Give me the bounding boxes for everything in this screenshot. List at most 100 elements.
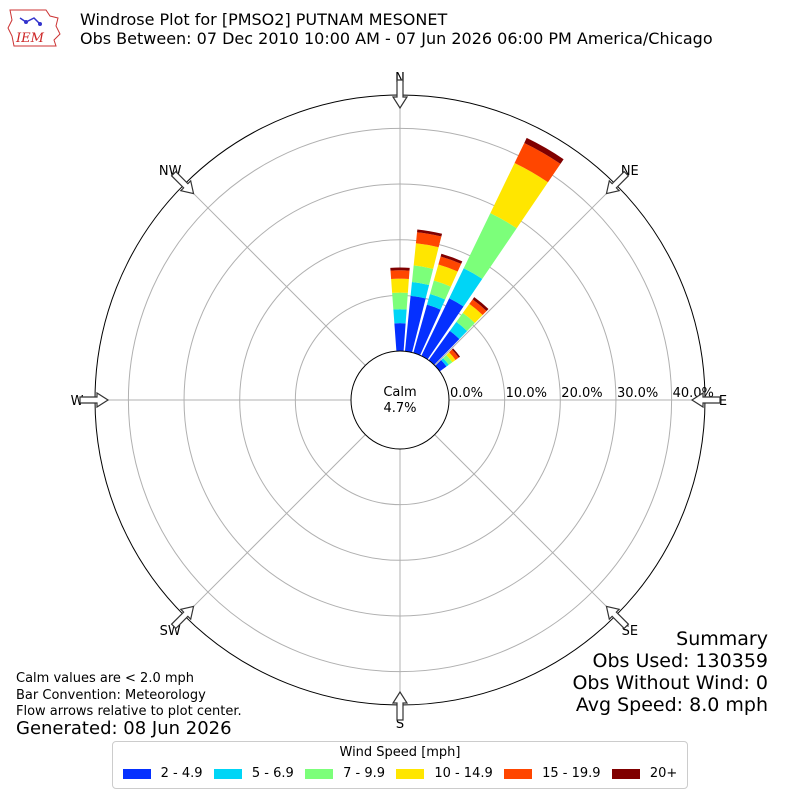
radial-gridline — [183, 434, 366, 617]
wind-bar-segment — [449, 349, 459, 360]
chart-subtitle: Obs Between: 07 Dec 2010 10:00 AM - 07 J… — [80, 29, 713, 48]
wind-bar-segment — [490, 162, 548, 229]
ring-gridline — [183, 183, 617, 617]
legend-swatch — [213, 768, 242, 779]
wind-bar-segment — [446, 352, 456, 363]
wind-bar-segment — [449, 321, 468, 339]
flow-arrow-shape — [690, 391, 721, 409]
direction-label-n: N — [395, 71, 405, 86]
chart-title: Windrose Plot for [PMSO2] PUTNAM MESONET — [80, 10, 448, 29]
flow-arrow-e — [690, 391, 721, 409]
wind-bar-segment — [462, 303, 483, 323]
legend-label: 5 - 6.9 — [251, 766, 294, 781]
radial-gridline — [434, 183, 617, 366]
legend-item: 10 - 14.9 — [396, 766, 493, 781]
note-calm-values: Calm values are < 2.0 mph — [16, 671, 195, 686]
legend-item: 5 - 6.9 — [213, 766, 294, 781]
wind-bar-segment — [451, 348, 461, 358]
legend-item: 15 - 19.9 — [504, 766, 601, 781]
wind-bar-segment — [417, 229, 443, 237]
radial-tick-label: 30.0% — [617, 386, 658, 401]
radial-gridline — [434, 434, 617, 617]
legend-swatch — [504, 768, 533, 779]
legend-title: Wind Speed [mph] — [339, 745, 461, 760]
wind-bar-segment — [426, 293, 446, 310]
wind-bar-segment — [469, 299, 487, 315]
legend-swatch — [122, 768, 151, 779]
wind-bar-segment — [514, 142, 561, 183]
note-flow-arrows: Flow arrows relative to plot center. — [16, 704, 242, 719]
wind-bar-segment — [410, 282, 430, 299]
svg-text:IEM: IEM — [15, 31, 45, 46]
flow-arrow-shape — [79, 391, 110, 409]
wind-bar-segment — [411, 265, 434, 286]
legend-swatch — [396, 768, 425, 779]
legend-label: 10 - 14.9 — [434, 766, 493, 781]
wind-bar-segment — [421, 298, 464, 360]
radial-gridline — [183, 183, 366, 366]
flow-arrow-s — [391, 690, 409, 721]
radial-tick-label: 20.0% — [561, 386, 602, 401]
flow-arrow-shape — [391, 79, 409, 110]
flow-arrow-sw — [170, 605, 195, 630]
calm-label: Calm — [383, 385, 416, 400]
flow-arrow-shape — [605, 605, 630, 630]
legend-label: 2 - 4.9 — [160, 766, 203, 781]
note-bar-convention: Bar Convention: Meteorology — [16, 688, 206, 703]
wind-bar-segment — [391, 278, 409, 293]
wind-bar-segment — [441, 358, 449, 367]
wind-bar-segment — [433, 264, 458, 287]
flow-arrow-nw — [170, 170, 195, 195]
legend-swatch — [305, 768, 334, 779]
summary-obs-used: Obs Used: 130359 — [592, 650, 768, 672]
legend-swatch — [611, 768, 640, 779]
wind-bar-segment — [393, 309, 407, 324]
flow-arrow-w — [79, 391, 110, 409]
wind-bar-segment — [428, 330, 460, 365]
wind-bar-segment — [472, 297, 489, 312]
wind-bar-segment — [415, 232, 442, 248]
wind-bar-segment — [443, 354, 453, 365]
flow-arrow-shape — [170, 605, 195, 630]
legend-items: 2 - 4.9 5 - 6.9 7 - 9.9 10 - 14.9 15 - 19.9 2… — [117, 766, 683, 781]
flow-arrow-n — [391, 79, 409, 110]
radial-tick-label: 0.0% — [450, 386, 483, 401]
wind-bar-segment — [440, 253, 463, 264]
flow-arrow-se — [605, 605, 630, 630]
calm-value: 4.7% — [383, 401, 416, 416]
wind-bar-segment — [392, 292, 408, 310]
generated-date: Generated: 08 Jun 2026 — [16, 718, 232, 739]
summary-avg-speed: Avg Speed: 8.0 mph — [575, 694, 768, 716]
flow-arrow-ne — [605, 170, 630, 195]
legend-item: 7 - 9.9 — [305, 766, 385, 781]
legend-label: 15 - 19.9 — [542, 766, 601, 781]
wind-bar-segment — [413, 243, 439, 269]
direction-label-e: E — [719, 394, 727, 409]
wind-bar-segment — [438, 256, 462, 272]
legend: Wind Speed [mph] 2 - 4.9 5 - 6.9 7 - 9.9 10… — [112, 741, 688, 789]
summary-obs-without-wind: Obs Without Wind: 0 — [572, 672, 768, 694]
legend-label: 20+ — [649, 766, 678, 781]
flow-arrow-shape — [605, 170, 630, 195]
flow-arrow-shape — [391, 690, 409, 721]
wind-bar-segment — [430, 280, 451, 300]
wind-bar-segment — [463, 213, 517, 279]
legend-label: 7 - 9.9 — [343, 766, 385, 781]
wind-bar-segment — [456, 312, 475, 331]
wind-bar-segment — [413, 304, 441, 356]
ring-gridline — [239, 239, 561, 561]
ring-gridline — [127, 127, 673, 673]
wind-bar-segment — [524, 137, 564, 164]
wind-bar-segment — [404, 295, 426, 353]
summary-title: Summary — [676, 628, 768, 650]
flow-arrow-shape — [170, 170, 195, 195]
radial-tick-label: 10.0% — [506, 386, 547, 401]
iem-logo: IEM — [7, 9, 61, 47]
direction-label-s: S — [396, 717, 404, 732]
wind-bar-segment — [390, 270, 410, 279]
legend-item: 20+ — [611, 766, 678, 781]
calm-circle — [350, 350, 450, 450]
legend-item: 2 - 4.9 — [122, 766, 203, 781]
wind-bar-segment — [449, 268, 483, 307]
